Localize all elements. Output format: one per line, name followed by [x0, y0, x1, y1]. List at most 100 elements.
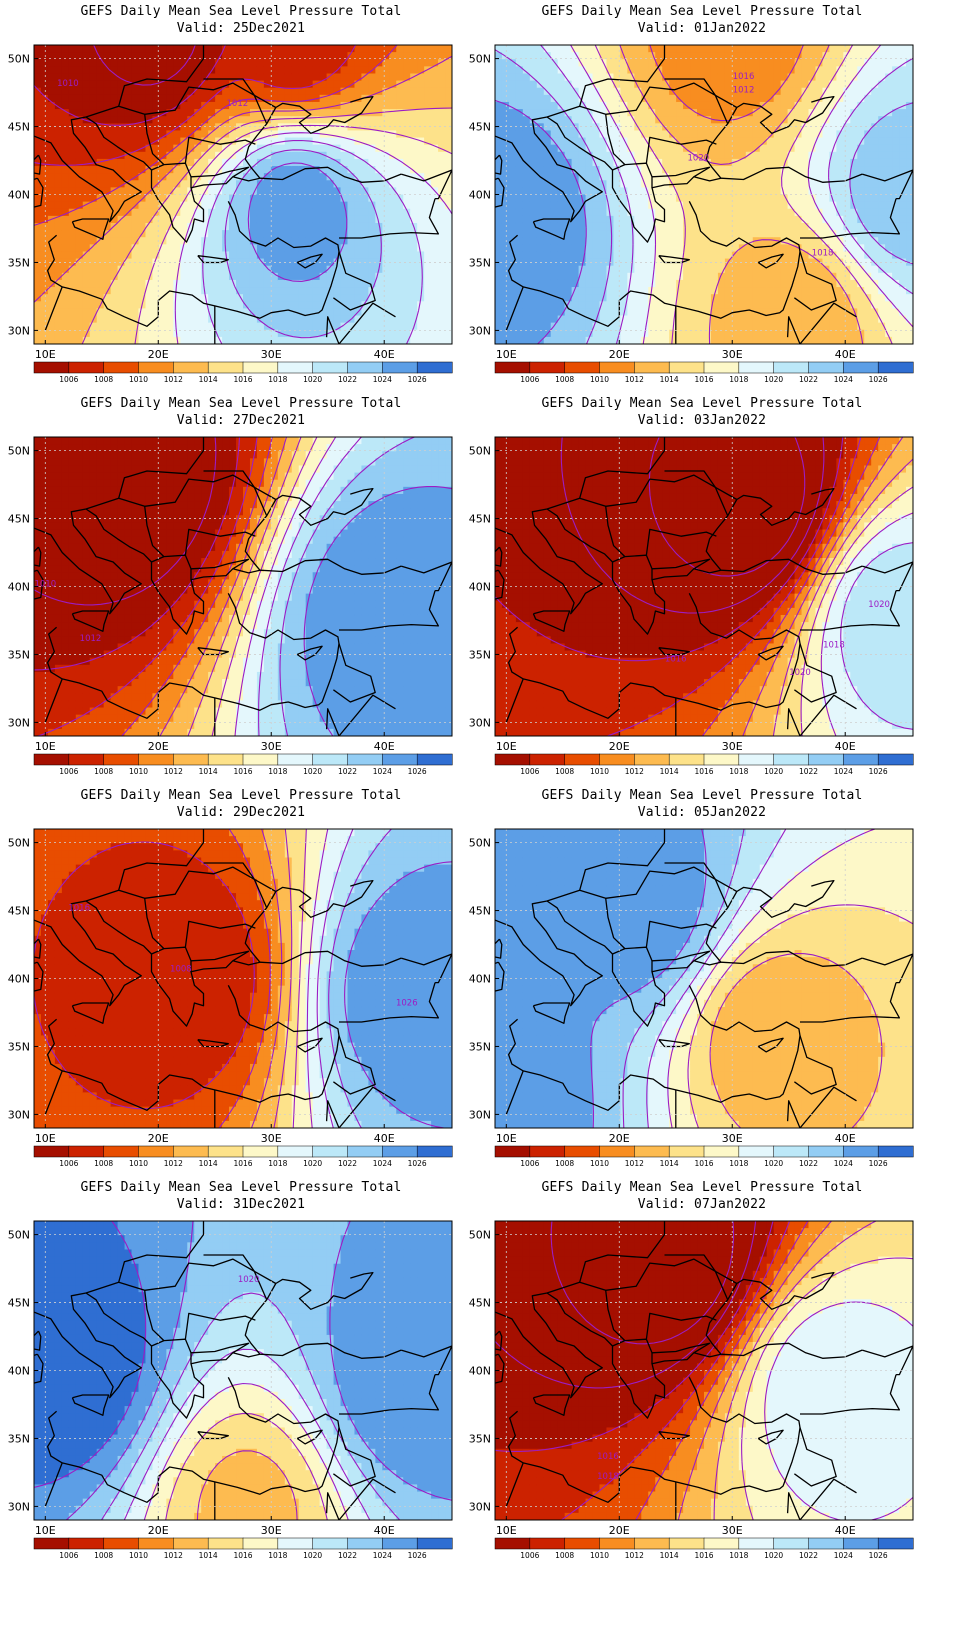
isobars — [34, 45, 452, 344]
colorbar-label: 1020 — [303, 1159, 322, 1168]
lat-tick-label: 40N — [469, 973, 491, 986]
geo-border13 — [401, 169, 452, 200]
isobar-line — [709, 952, 883, 1128]
colorbar: 1006 1008 1010 1012 1014 1016 1018 1020 1022 1024… — [494, 1145, 914, 1168]
pressure-field — [495, 1221, 913, 1520]
lat-tick-label: 35N — [8, 1432, 30, 1445]
geo-border8 — [333, 1035, 376, 1095]
geo-corsica — [495, 546, 503, 567]
lon-tick-label: 10E — [35, 1132, 56, 1145]
colorbar-swatch — [843, 1537, 879, 1550]
colorbar-swatch — [634, 1145, 670, 1158]
geo-border12 — [325, 694, 396, 736]
isobar-line — [772, 458, 913, 736]
colorbar-label: 1024 — [373, 375, 392, 384]
colorbar-swatch — [382, 1145, 418, 1158]
coastlines — [495, 437, 913, 736]
geo-cyprus — [296, 1037, 323, 1053]
colorbar-label: 1020 — [303, 1551, 322, 1560]
lon-tick-label: 30E — [722, 1524, 743, 1537]
colorbar-label: 1012 — [625, 1551, 644, 1560]
colorbar-label: 1020 — [764, 1551, 783, 1560]
geo-levant — [507, 234, 801, 327]
colorbar-swatch — [312, 1145, 349, 1158]
geo-corsica — [34, 1330, 42, 1351]
colorbar-swatch — [103, 1537, 140, 1550]
contour-label: 1016 — [597, 1452, 619, 1462]
colorbar-label: 1026 — [869, 1551, 888, 1560]
colorbar-swatch — [703, 361, 740, 374]
colorbar-swatch — [668, 361, 705, 374]
colorbar-swatch — [277, 1537, 314, 1550]
geo-italy — [495, 900, 603, 1007]
colorbar-swatch — [138, 753, 174, 766]
geo-border5 — [645, 136, 717, 164]
panel-title: GEFS Daily Mean Sea Level Pressure Total — [0, 4, 482, 19]
map-panel: GEFS Daily Mean Sea Level Pressure Total… — [461, 0, 943, 410]
colorbar-label: 1016 — [694, 1551, 713, 1560]
panel-valid-date: Valid: 29Dec2021 — [0, 805, 482, 820]
panel-title: GEFS Daily Mean Sea Level Pressure Total — [461, 1180, 943, 1195]
colorbar-label: 1026 — [408, 767, 427, 776]
colorbar-swatch — [634, 753, 670, 766]
colorbar-swatch — [808, 361, 844, 374]
geo-border5 — [645, 528, 717, 556]
colorbar-swatch — [808, 1537, 844, 1550]
geo-border12 — [786, 1478, 857, 1520]
coastlines — [34, 45, 452, 344]
isobar-line — [34, 437, 217, 606]
panel-title: GEFS Daily Mean Sea Level Pressure Total — [0, 396, 482, 411]
isobar-line — [101, 1292, 401, 1520]
geo-turkeySouth — [227, 1377, 340, 1428]
geo-border2 — [579, 1221, 666, 1283]
colorbar-swatch — [277, 753, 314, 766]
lat-tick-label: 30N — [469, 324, 491, 337]
geo-turkeySouth — [227, 985, 340, 1036]
colorbar-swatch — [634, 1537, 670, 1550]
colorbar-label: 1022 — [338, 1159, 357, 1168]
colorbar-swatch — [634, 361, 670, 374]
colorbar-label: 1022 — [799, 1159, 818, 1168]
colorbar-swatch — [173, 361, 209, 374]
colorbar-swatch — [173, 753, 209, 766]
colorbar-swatch — [668, 1145, 705, 1158]
geo-sicily — [71, 610, 110, 632]
geo-cyprus — [757, 253, 784, 269]
geo-levant — [507, 1018, 801, 1111]
colorbar-label: 1026 — [869, 767, 888, 776]
colorbar-label: 1016 — [694, 1159, 713, 1168]
geo-levant — [46, 234, 340, 327]
colorbar-swatch — [416, 361, 453, 374]
lat-tick-label: 35N — [469, 256, 491, 269]
geo-sardinia — [34, 177, 44, 208]
lat-tick-label: 40N — [469, 189, 491, 202]
geo-border10 — [505, 1462, 524, 1507]
geo-turkeySouth — [227, 201, 340, 252]
colorbar-swatch — [33, 361, 70, 374]
colorbar-swatch — [773, 753, 810, 766]
geo-border7 — [339, 198, 440, 239]
lat-tick-label: 50N — [8, 837, 30, 850]
lon-tick-label: 40E — [835, 1524, 856, 1537]
isobar-line — [742, 437, 904, 736]
colorbar-label: 1024 — [373, 767, 392, 776]
colorbar-swatch — [416, 1145, 453, 1158]
colorbar-swatch — [599, 1537, 635, 1550]
lat-tick-label: 45N — [469, 905, 491, 918]
geo-sicily — [71, 1394, 110, 1416]
geo-levant — [46, 626, 340, 719]
geo-border10 — [505, 1070, 524, 1115]
geo-border4 — [144, 1290, 165, 1342]
lon-tick-label: 10E — [35, 740, 56, 753]
geo-crete — [658, 647, 690, 656]
lat-tick-label: 30N — [8, 716, 30, 729]
colorbar-label: 1020 — [764, 1159, 783, 1168]
colorbar-swatch — [382, 361, 418, 374]
colorbar-swatch — [68, 361, 105, 374]
geo-cyprus — [757, 645, 784, 661]
geo-border10 — [44, 1462, 63, 1507]
geo-corsica — [34, 546, 42, 567]
lon-tick-label: 10E — [496, 740, 517, 753]
colorbar-swatch — [416, 753, 453, 766]
